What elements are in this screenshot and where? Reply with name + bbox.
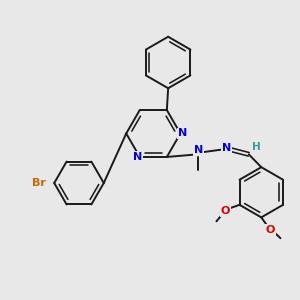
Text: H: H xyxy=(252,142,260,152)
Text: Br: Br xyxy=(32,178,46,188)
Text: N: N xyxy=(133,152,142,162)
Text: N: N xyxy=(194,145,203,155)
Text: N: N xyxy=(178,128,187,139)
Text: N: N xyxy=(222,143,232,153)
Text: O: O xyxy=(221,206,230,216)
Text: O: O xyxy=(266,225,275,235)
